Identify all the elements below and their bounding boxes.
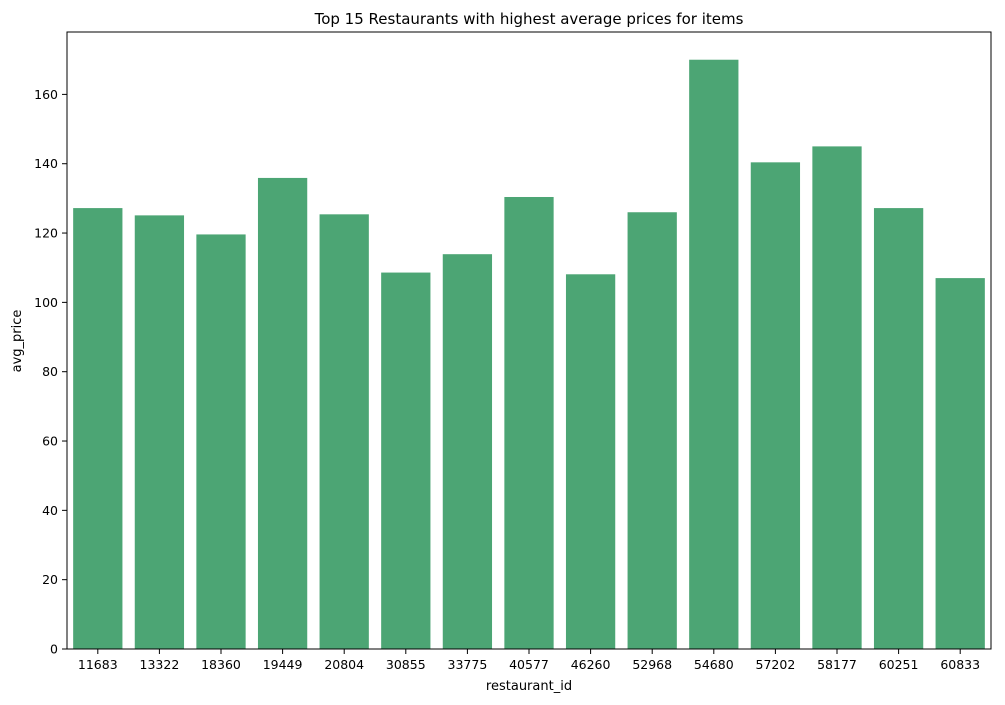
x-tick-label: 60833: [940, 657, 980, 672]
y-tick-label: 140: [34, 156, 58, 171]
x-tick-label: 33775: [448, 657, 488, 672]
x-tick-label: 20804: [324, 657, 364, 672]
x-tick-label: 52968: [632, 657, 672, 672]
plot-frame: [66, 31, 992, 650]
y-tick-label: 0: [50, 642, 58, 657]
y-tick-label: 80: [42, 364, 58, 379]
chart-title: Top 15 Restaurants with highest average …: [314, 10, 744, 28]
y-tick-label: 160: [34, 87, 58, 102]
y-axis-label: avg_price: [10, 310, 25, 373]
bar-60251: [873, 208, 924, 649]
bar-13322: [134, 215, 185, 649]
x-tick-label: 60251: [879, 657, 919, 672]
bar-40577: [504, 196, 554, 650]
x-tick-label: 13322: [140, 657, 180, 672]
bar-20804: [319, 214, 369, 649]
y-tick-label: 60: [42, 434, 58, 449]
x-tick-label: 18360: [201, 657, 241, 672]
x-tick-label: 30855: [386, 657, 426, 672]
bar-57202: [750, 162, 801, 649]
bars-group: [73, 59, 985, 650]
bar-52968: [627, 212, 677, 649]
x-tick-label: 19449: [263, 657, 303, 672]
bar-11683: [73, 208, 123, 649]
x-tick-label: 57202: [756, 657, 796, 672]
y-tick-label: 100: [34, 295, 58, 310]
bar-60833: [935, 278, 985, 649]
y-tick-label: 20: [42, 572, 58, 587]
x-tick-label: 58177: [817, 657, 857, 672]
bar-58177: [812, 146, 862, 649]
y-axis-ticks: 0 20 40 60 80 100 120 140 160: [34, 87, 67, 657]
bar-19449: [257, 177, 308, 649]
x-tick-label: 54680: [694, 657, 734, 672]
x-axis-ticks: 11683 13322 18360 19449 20804 30855 33775 40577…: [78, 649, 980, 672]
bar-54680: [689, 59, 739, 649]
bar-33775: [442, 254, 493, 649]
x-tick-label: 11683: [78, 657, 118, 672]
y-tick-label: 40: [42, 503, 58, 518]
x-axis-label: restaurant_id: [486, 679, 572, 694]
bar-18360: [196, 234, 246, 649]
y-tick-label: 120: [34, 226, 58, 241]
bar-30855: [381, 272, 431, 649]
bar-46260: [565, 274, 616, 649]
x-tick-label: 40577: [509, 657, 549, 672]
x-tick-label: 46260: [571, 657, 611, 672]
